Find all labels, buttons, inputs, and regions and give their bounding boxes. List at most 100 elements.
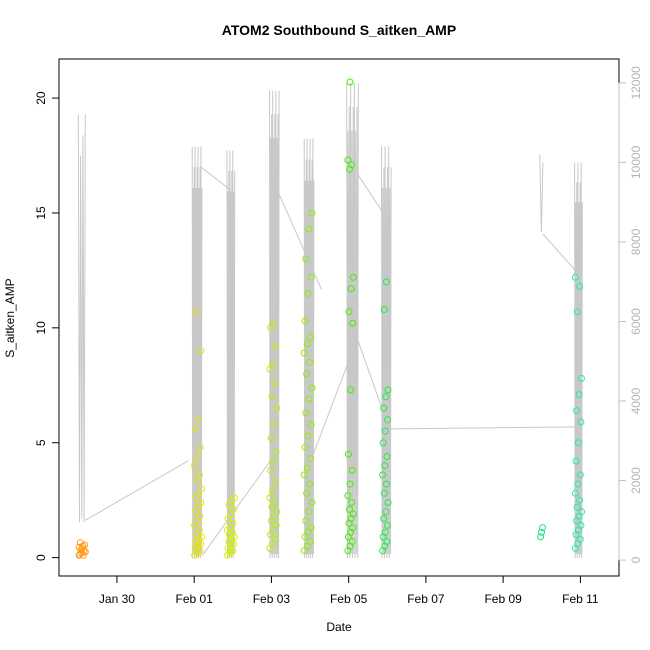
line-connector: [357, 341, 390, 430]
data-point: [380, 489, 388, 497]
data-point: [576, 471, 584, 479]
data-point: [306, 358, 314, 366]
data-point: [306, 455, 314, 463]
data-point: [78, 549, 86, 557]
line-burst: [381, 146, 392, 559]
data-point: [196, 512, 204, 520]
data-point: [348, 538, 356, 545]
data-point: [75, 543, 83, 551]
data-point: [303, 489, 311, 497]
x-tick-label: Feb 11: [562, 592, 599, 606]
data-point: [191, 462, 199, 470]
data-point: [384, 521, 391, 529]
data-point: [300, 349, 308, 357]
data-point: [268, 393, 276, 401]
data-point: [272, 521, 280, 529]
data-point: [380, 404, 388, 412]
data-point: [269, 457, 277, 465]
data-point: [573, 308, 581, 316]
x-tick-label: Feb 01: [175, 592, 213, 606]
line-connector: [391, 426, 577, 430]
data-point: [383, 538, 391, 545]
data-point: [196, 443, 204, 451]
data-point: [302, 255, 310, 263]
data-point: [193, 453, 201, 460]
data-point: [347, 386, 355, 394]
line-burst: [77, 114, 86, 523]
y-axis-left: 0 5 10 15 20: [34, 91, 59, 561]
line-connector: [278, 193, 323, 290]
line-connector: [85, 460, 189, 521]
data-point: [576, 283, 584, 290]
data-point: [273, 508, 281, 516]
data-point: [271, 499, 279, 506]
data-point: [379, 439, 387, 447]
data-point: [577, 521, 585, 529]
data-point: [344, 156, 352, 164]
data-point: [344, 450, 352, 458]
data-point: [306, 480, 314, 488]
line-connector: [201, 456, 274, 557]
data-point: [576, 535, 584, 543]
data-point: [539, 524, 546, 532]
data-point: [572, 457, 580, 465]
line-burst: [539, 154, 544, 233]
data-point: [307, 524, 315, 532]
data-point: [573, 407, 581, 415]
data-point: [307, 273, 315, 281]
data-point: [273, 404, 281, 412]
line-burst: [226, 150, 236, 559]
data-point: [270, 420, 278, 428]
data-point: [349, 273, 357, 281]
data-point: [304, 289, 312, 297]
line-burst: [574, 162, 583, 559]
data-point: [344, 492, 352, 500]
data-point: [195, 471, 203, 479]
data-point: [306, 538, 314, 545]
data-point: [381, 427, 389, 435]
data-point: [381, 462, 389, 470]
y-left-tick-label: 5: [34, 439, 48, 446]
data-point: [230, 494, 238, 502]
data-point: [194, 416, 202, 424]
line-connector: [352, 166, 390, 223]
data-point: [197, 499, 205, 506]
data-point: [578, 374, 585, 382]
x-axis-label: Date: [326, 620, 352, 634]
data-point: [79, 542, 87, 550]
data-point: [77, 546, 85, 554]
scatter-series: [75, 78, 585, 559]
data-point: [380, 306, 388, 313]
y-right-tick-label: 12000: [629, 66, 643, 100]
y-left-tick-label: 20: [34, 91, 48, 105]
data-point: [537, 533, 545, 541]
line-connector: [199, 166, 232, 191]
data-point: [271, 478, 279, 486]
data-point: [79, 551, 87, 559]
data-point: [301, 443, 309, 451]
data-point: [576, 496, 584, 504]
y-axis-label: S_aitken_AMP: [3, 278, 17, 357]
data-point: [308, 384, 316, 392]
line-burst: [191, 146, 203, 559]
data-point: [198, 485, 205, 493]
data-point: [306, 333, 314, 341]
data-point: [348, 466, 356, 474]
data-point: [300, 471, 308, 479]
data-point: [267, 466, 275, 474]
data-point: [574, 480, 582, 488]
data-point: [379, 471, 387, 479]
data-point: [192, 308, 200, 316]
data-point: [347, 285, 355, 293]
data-point: [308, 499, 316, 506]
data-point: [303, 340, 311, 348]
data-point: [346, 78, 354, 86]
data-point: [269, 361, 277, 369]
data-point: [348, 499, 356, 506]
data-point: [575, 391, 583, 398]
data-point: [303, 370, 311, 378]
y-right-tick-label: 4000: [629, 387, 643, 414]
y-axis-right: 0 2000 4000 6000 8000 10000 12000: [618, 66, 643, 563]
data-point: [266, 494, 274, 502]
